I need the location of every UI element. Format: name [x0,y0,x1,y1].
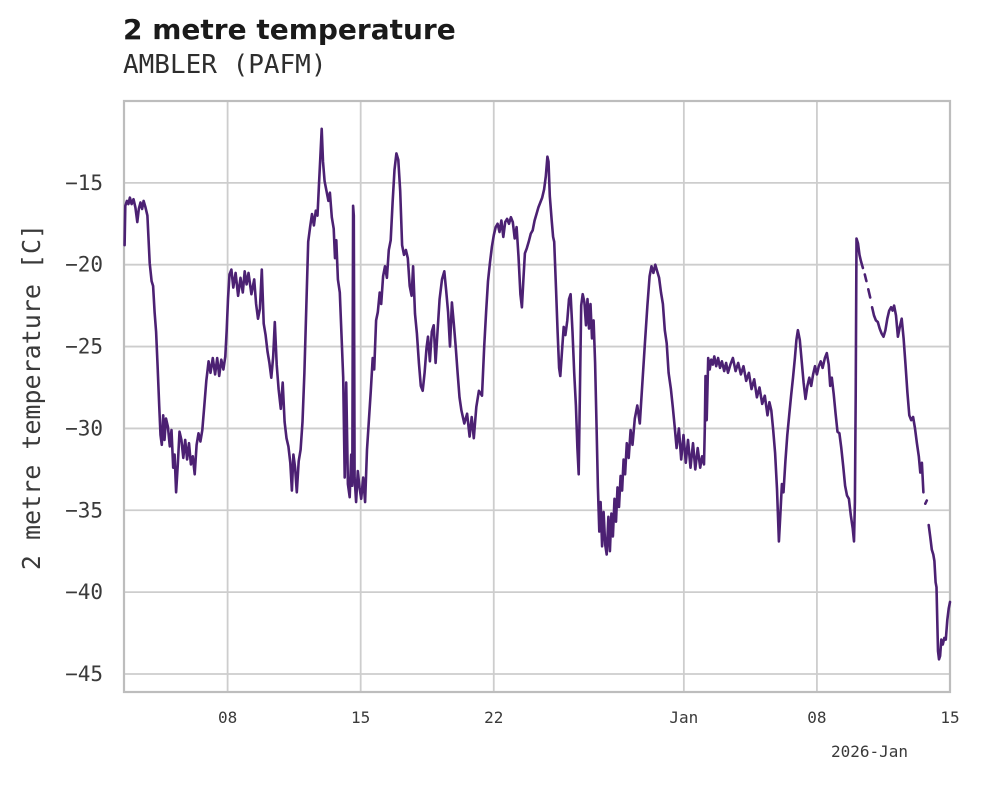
chart-subtitle: AMBLER (PAFM) [123,50,327,80]
x-tick-label: 15 [940,708,959,727]
x-tick-labels: 08 15 22 Jan 08 15 [218,708,960,727]
temperature-series [123,127,952,661]
y-tick-label: −25 [65,335,103,359]
y-tick-label: −35 [65,498,103,522]
x-tick-label: 22 [484,708,503,727]
y-tick-labels: −15 −20 −25 −30 −35 −40 −45 [65,171,103,686]
temperature-series-line [123,127,952,661]
y-tick-label: −45 [65,662,103,686]
y-tick-label: −30 [65,416,103,440]
chart-title: 2 metre temperature [123,13,456,46]
y-axis-title: 2 metre temperature [C] [17,224,46,570]
x-tick-label: 08 [807,708,826,727]
x-tick-label: 15 [351,708,370,727]
grid-lines [124,101,951,692]
y-tick-label: −15 [65,171,103,195]
x-tick-label: 08 [218,708,237,727]
x-axis-offset-label: 2026-Jan [831,742,908,761]
x-tick-label: Jan [669,708,698,727]
y-tick-label: −20 [65,253,103,277]
plot-border [122,99,952,694]
y-tick-label: −40 [65,580,103,604]
